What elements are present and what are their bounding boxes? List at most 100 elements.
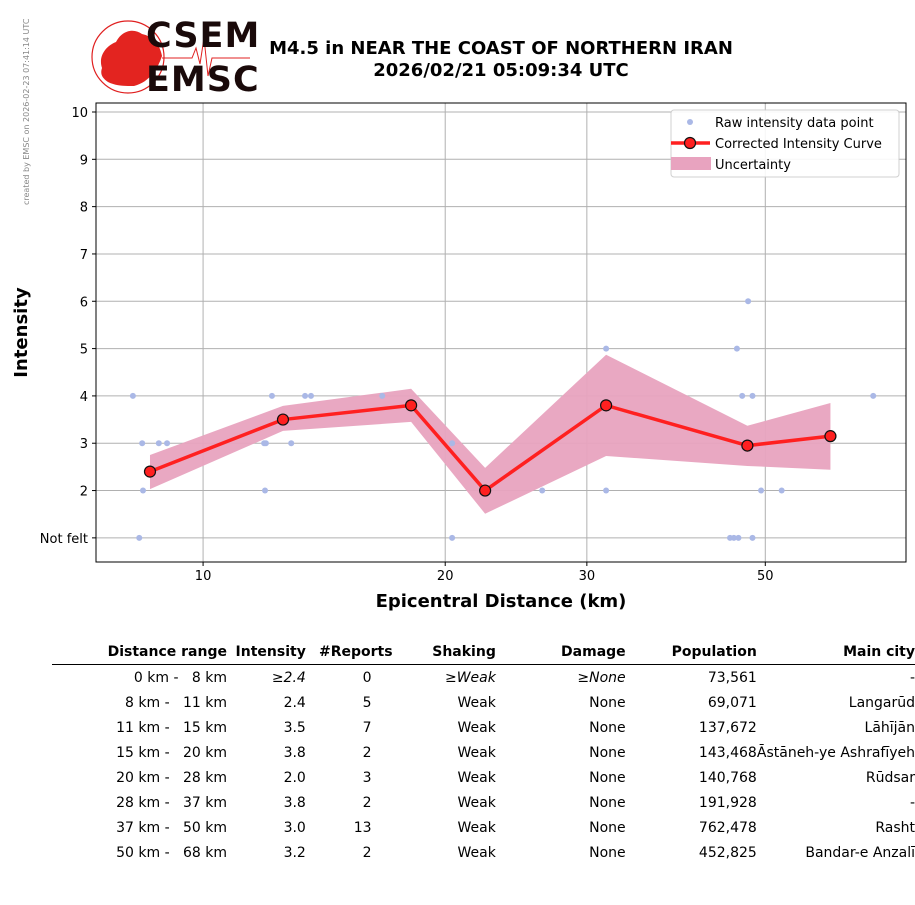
cell-distance: 11 km - 15 km — [116, 719, 227, 736]
legend-uncertainty-swatch — [671, 157, 711, 170]
curve-point — [276, 413, 290, 426]
raw-data-point — [164, 440, 171, 447]
x-tick-label: 10 — [195, 569, 212, 584]
table-header-row: Distance range Intensity #Reports Shakin… — [52, 640, 915, 665]
cell-reports: 2 — [362, 744, 372, 761]
y-tick-label: 7 — [80, 248, 88, 263]
curve-point — [405, 399, 418, 412]
y-tick-label: 6 — [80, 295, 88, 310]
globe-icon — [91, 20, 250, 94]
y-tick-label: Not felt — [40, 532, 88, 547]
legend-label: Raw intensity data point — [715, 116, 874, 131]
cell-main-city: Rasht — [875, 819, 915, 836]
raw-data-point — [379, 392, 386, 399]
cell-damage: None — [589, 694, 626, 711]
raw-data-point — [745, 298, 752, 305]
cell-distance: 50 km - 68 km — [116, 844, 227, 861]
cell-population: 762,478 — [698, 819, 757, 836]
raw-data-point — [749, 392, 756, 399]
y-tick-label: 10 — [71, 106, 88, 121]
legend: Raw intensity data point Corrected Intens… — [670, 109, 900, 178]
cell-main-city: Āstāneh-ye Ashrafīyeh — [756, 744, 915, 761]
cell-intensity: 2.0 — [283, 769, 306, 786]
cell-distance: 20 km - 28 km — [116, 769, 227, 786]
cell-damage: None — [589, 794, 626, 811]
cell-intensity: 3.8 — [283, 744, 306, 761]
col-main-city: Main city — [756, 640, 915, 665]
cell-main-city: Rūdsar — [865, 769, 915, 786]
raw-data-point — [140, 487, 147, 494]
raw-data-point — [268, 392, 275, 399]
legend-label: Uncertainty — [715, 158, 791, 173]
cell-damage: None — [589, 719, 626, 736]
cell-main-city: Bandar-e Anzalī — [805, 844, 915, 861]
cell-distance: 8 km - 11 km — [125, 694, 227, 711]
curve-point — [479, 484, 492, 497]
col-damage: Damage — [495, 640, 626, 665]
raw-data-point — [778, 487, 785, 494]
cell-reports: 0 — [362, 669, 372, 686]
x-tick-label: 30 — [579, 569, 596, 584]
x-tick-label: 20 — [437, 569, 454, 584]
title-line-2: 2026/02/21 05:09:34 UTC — [373, 60, 629, 81]
cell-shaking: Weak — [457, 769, 496, 786]
cell-intensity: 3.8 — [283, 794, 306, 811]
cell-shaking: Weak — [457, 794, 496, 811]
x-tick-label: 50 — [757, 569, 774, 584]
table-row: 50 km - 68 km 3.2 2 Weak None 452,825 Bandar-e… — [52, 840, 915, 865]
uncertainty-band — [149, 354, 831, 514]
cell-damage: None — [589, 844, 626, 861]
table-row: 37 km - 50 km 3.0 13 Weak None 762,478 Rasht — [52, 815, 915, 840]
cell-population: 140,768 — [698, 769, 757, 786]
cell-damage: None — [589, 819, 626, 836]
cell-main-city: Langarūd — [848, 694, 915, 711]
intensity-table: Distance range Intensity #Reports Shakin… — [52, 640, 915, 865]
cell-damage: ≥None — [577, 669, 626, 686]
raw-data-point — [136, 534, 143, 541]
raw-data-point — [288, 440, 295, 447]
y-tick-label: 5 — [80, 343, 88, 358]
col-shaking: Shaking — [392, 640, 496, 665]
raw-data-point — [739, 392, 746, 399]
curve-point — [600, 399, 613, 412]
chart-title: M4.5 in NEAR THE COAST OF NORTHERN IRAN … — [250, 38, 752, 82]
cell-shaking: Weak — [457, 844, 496, 861]
cell-distance: 28 km - 37 km — [116, 794, 227, 811]
raw-data-point — [749, 534, 756, 541]
y-tick-label: 8 — [80, 201, 88, 216]
cell-shaking: Weak — [457, 744, 496, 761]
cell-main-city: - — [909, 669, 915, 686]
col-intensity: Intensity — [226, 640, 306, 665]
plot-frame — [95, 102, 907, 563]
logo-text-emsc: EMSC — [146, 60, 260, 100]
raw-data-point — [733, 345, 740, 352]
table-row: 8 km - 11 km 2.4 5 Weak None 69,071 Langarūd — [52, 690, 915, 715]
cell-distance: 15 km - 20 km — [116, 744, 227, 761]
raw-data-point — [449, 440, 456, 447]
cell-population: 143,468 — [698, 744, 757, 761]
intensity-chart: 10 20 30 50 Not felt 2 3 4 5 6 7 8 9 10 Epicentral Dis… — [11, 102, 907, 612]
x-axis-label: Epicentral Distance (km) — [376, 591, 627, 612]
cell-reports: 7 — [362, 719, 372, 736]
cell-reports: 2 — [362, 794, 372, 811]
y-tick-label: 9 — [80, 153, 88, 168]
cell-population: 69,071 — [707, 694, 757, 711]
cell-reports: 13 — [353, 819, 372, 836]
raw-data-point — [735, 534, 742, 541]
cell-main-city: Lāhījān — [864, 719, 915, 736]
table-row: 20 km - 28 km 2.0 3 Weak None 140,768 Rūdsar — [52, 765, 915, 790]
raw-data-point — [129, 392, 136, 399]
table-row: 15 km - 20 km 3.8 2 Weak None 143,468 Āstāneh-… — [52, 740, 915, 765]
raw-data-point — [730, 534, 737, 541]
cell-shaking: Weak — [457, 719, 496, 736]
cell-damage: None — [589, 769, 626, 786]
legend-label: Corrected Intensity Curve — [715, 137, 882, 152]
table-row: 0 km - 8 km ≥2.4 0 ≥Weak ≥None 73,561 - — [52, 665, 915, 691]
raw-data-point — [539, 487, 546, 494]
cell-population: 191,928 — [698, 794, 757, 811]
col-population: Population — [625, 640, 757, 665]
cell-intensity: 3.2 — [283, 844, 306, 861]
title-line-1: M4.5 in NEAR THE COAST OF NORTHERN IRAN — [269, 38, 733, 59]
curve-point — [741, 439, 754, 452]
cell-intensity: 3.5 — [283, 719, 306, 736]
